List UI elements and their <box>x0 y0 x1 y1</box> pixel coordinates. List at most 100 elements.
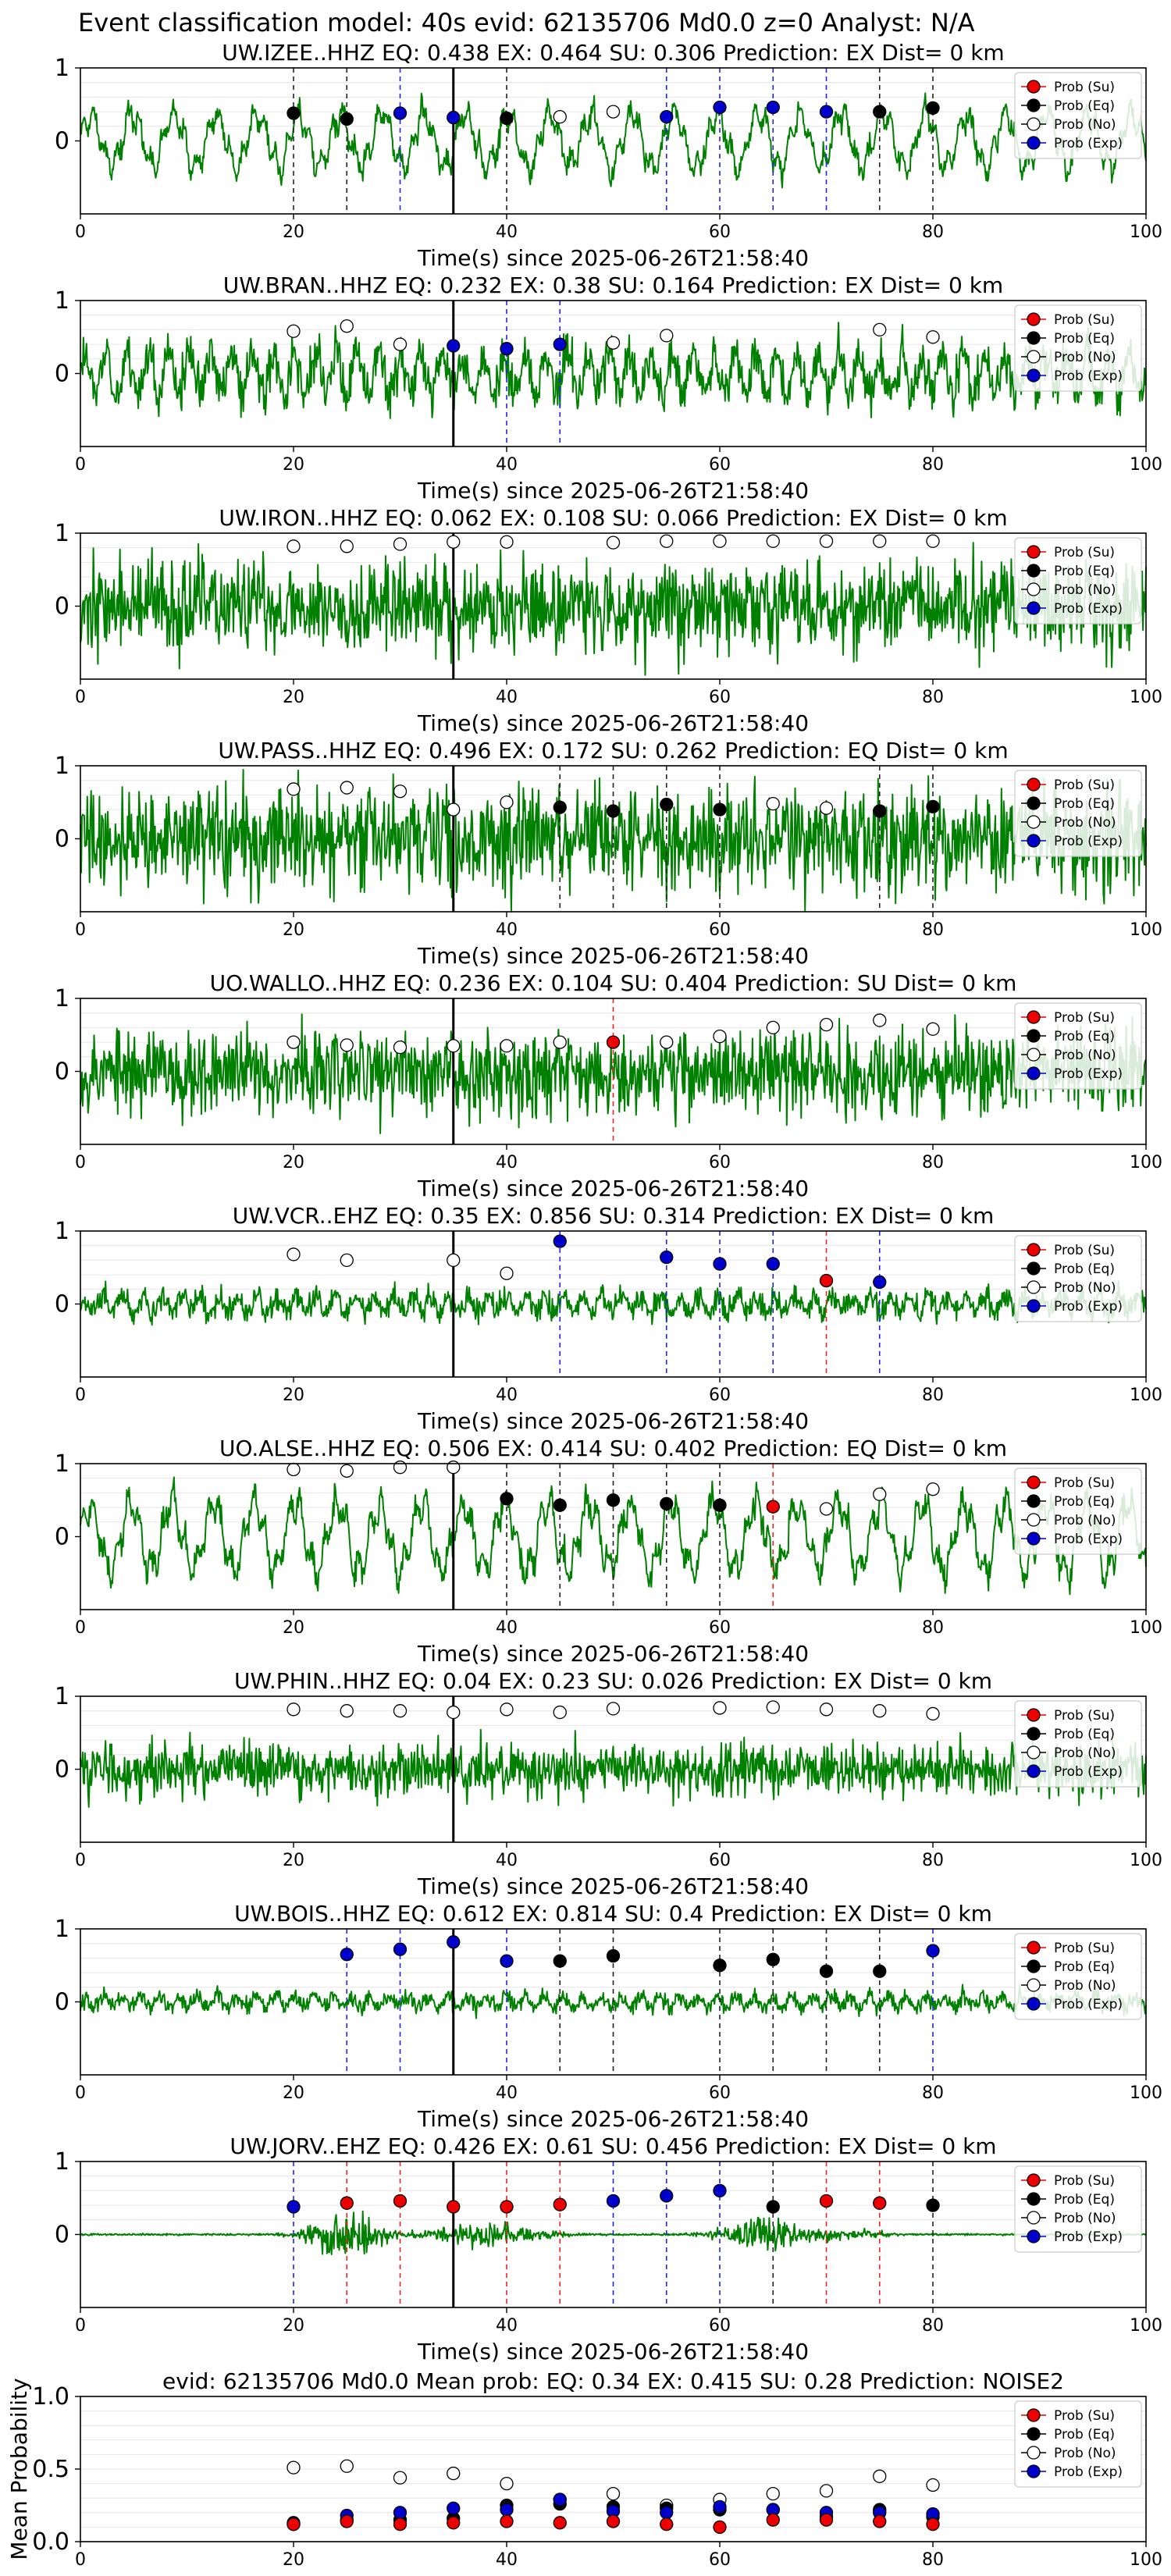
prob-marker-no <box>500 1039 514 1053</box>
prob-marker-no <box>766 2486 780 2501</box>
prob-marker-no <box>553 1035 567 1049</box>
legend-label: Prob (No) <box>1054 1048 1116 1063</box>
legend-label: Prob (Eq) <box>1054 1261 1115 1277</box>
prob-marker-no <box>340 1253 354 1268</box>
station-panel: UW.PASS..HHZ EQ: 0.496 EX: 0.172 SU: 0.2… <box>55 738 1162 969</box>
legend-marker-su <box>1027 777 1041 792</box>
legend-box <box>1014 2400 1142 2488</box>
y-tick-label: 1.0 <box>32 2383 69 2411</box>
legend: Prob (Su) Prob (Eq) Prob (No) Prob (Exp) <box>1014 72 1142 159</box>
y-tick-label: 1 <box>55 753 69 780</box>
prob-marker-exp <box>660 2506 674 2520</box>
x-tick-label: 40 <box>496 1153 518 1172</box>
legend-marker-no <box>1027 1978 1041 1992</box>
legend-label: Prob (No) <box>1054 1745 1116 1761</box>
prob-marker-no <box>926 330 940 344</box>
x-tick-label: 0 <box>75 2316 86 2336</box>
prob-marker-no <box>447 1705 461 1720</box>
x-tick-label: 0 <box>75 1851 86 1870</box>
legend-marker-no <box>1027 1513 1041 1527</box>
prob-marker-exp <box>606 2194 621 2208</box>
prob-marker-eq <box>926 101 940 116</box>
prob-marker-eq <box>606 804 621 818</box>
y-tick-label: 0 <box>55 1524 69 1551</box>
prob-marker-su <box>766 2513 780 2527</box>
legend-label: Prob (Exp) <box>1054 2464 1123 2480</box>
prob-marker-no <box>660 1035 674 1049</box>
legend-marker-exp <box>1027 2229 1041 2243</box>
panel-title: UW.BOIS..HHZ EQ: 0.612 EX: 0.814 SU: 0.4… <box>234 1901 992 1927</box>
prob-marker-no <box>873 534 887 548</box>
legend-box <box>1014 2165 1142 2253</box>
prob-marker-su <box>393 2517 408 2532</box>
legend-marker-exp <box>1027 136 1041 150</box>
prob-marker-no <box>926 1022 940 1036</box>
prob-marker-eq <box>553 1498 567 1512</box>
prob-marker-exp <box>447 110 461 125</box>
prob-marker-su <box>287 2517 301 2532</box>
x-tick-label: 80 <box>922 920 944 940</box>
x-axis-label: Time(s) since 2025-06-26T21:58:40 <box>417 1641 809 1667</box>
legend-marker-no <box>1027 1048 1041 1062</box>
x-tick-label: 40 <box>496 2083 518 2103</box>
legend: Prob (Su) Prob (Eq) Prob (No) Prob (Exp) <box>1014 1700 1142 1788</box>
prob-marker-no <box>287 1035 301 1049</box>
legend-label: Prob (No) <box>1054 350 1116 365</box>
legend: Prob (Su) Prob (Eq) Prob (No) Prob (Exp) <box>1014 2400 1142 2488</box>
x-tick-label: 0 <box>75 222 86 242</box>
x-tick-label: 100 <box>1130 222 1162 242</box>
prob-marker-no <box>340 781 354 795</box>
prob-marker-no <box>447 535 461 549</box>
station-panel: UW.IZEE..HHZ EQ: 0.438 EX: 0.464 SU: 0.3… <box>55 40 1162 271</box>
prob-marker-no <box>873 1013 887 1027</box>
legend-marker-no <box>1027 1280 1041 1294</box>
x-tick-label: 40 <box>496 1618 518 1638</box>
x-axis-label: Time(s) since 2025-06-26T21:58:40 <box>417 1176 809 1201</box>
y-tick-label: 0.0 <box>32 2528 69 2556</box>
x-tick-label: 20 <box>283 2083 304 2103</box>
prob-marker-exp <box>766 1257 780 1271</box>
legend-marker-eq <box>1027 1261 1041 1276</box>
legend-label: Prob (Exp) <box>1054 1299 1123 1315</box>
prob-marker-no <box>926 1706 940 1721</box>
y-tick-label: 1 <box>55 287 69 315</box>
x-tick-label: 100 <box>1130 2316 1162 2336</box>
x-tick-label: 60 <box>709 688 731 707</box>
prob-marker-exp <box>873 1275 887 1290</box>
x-tick-label: 0 <box>75 455 86 475</box>
legend-marker-exp <box>1027 1299 1041 1313</box>
station-panel: UW.BOIS..HHZ EQ: 0.612 EX: 0.814 SU: 0.4… <box>55 1901 1162 2132</box>
prob-marker-no <box>926 2478 940 2492</box>
prob-marker-no <box>287 1247 301 1261</box>
prob-marker-no <box>447 2466 461 2481</box>
prob-marker-no <box>873 322 887 337</box>
prob-marker-no <box>287 2460 301 2475</box>
x-axis-label: Time(s) since 2025-06-26T21:58:40 <box>417 2106 809 2132</box>
y-tick-label: 0 <box>55 1291 69 1318</box>
prob-marker-exp <box>660 2189 674 2203</box>
legend-marker-su <box>1027 2408 1041 2422</box>
prob-marker-su <box>819 2194 834 2208</box>
legend-marker-eq <box>1027 1494 1041 1508</box>
x-tick-label: 60 <box>709 222 731 242</box>
x-tick-label: 80 <box>922 1618 944 1638</box>
x-tick-label: 80 <box>922 1851 944 1870</box>
x-tick-label: 60 <box>709 1851 731 1870</box>
legend-marker-no <box>1027 2211 1041 2225</box>
legend-label: Prob (Su) <box>1054 1243 1115 1258</box>
legend-marker-eq <box>1027 331 1041 345</box>
prob-marker-su <box>447 2200 461 2214</box>
x-tick-label: 40 <box>496 1851 518 1870</box>
legend-label: Prob (Eq) <box>1054 98 1115 114</box>
panel-title: UW.BRAN..HHZ EQ: 0.232 EX: 0.38 SU: 0.16… <box>223 272 1003 298</box>
prob-marker-no <box>447 802 461 817</box>
panel-title: UW.PHIN..HHZ EQ: 0.04 EX: 0.23 SU: 0.026… <box>234 1668 992 1694</box>
legend-label: Prob (No) <box>1054 815 1116 831</box>
prob-marker-eq <box>500 111 514 126</box>
legend-label: Prob (Su) <box>1054 1010 1115 1026</box>
prob-marker-su <box>500 2514 514 2528</box>
legend: Prob (Su) Prob (Eq) Prob (No) Prob (Exp) <box>1014 304 1142 392</box>
legend-marker-exp <box>1027 2464 1041 2478</box>
legend-label: Prob (Exp) <box>1054 601 1123 617</box>
y-tick-label: 1 <box>55 2148 69 2176</box>
